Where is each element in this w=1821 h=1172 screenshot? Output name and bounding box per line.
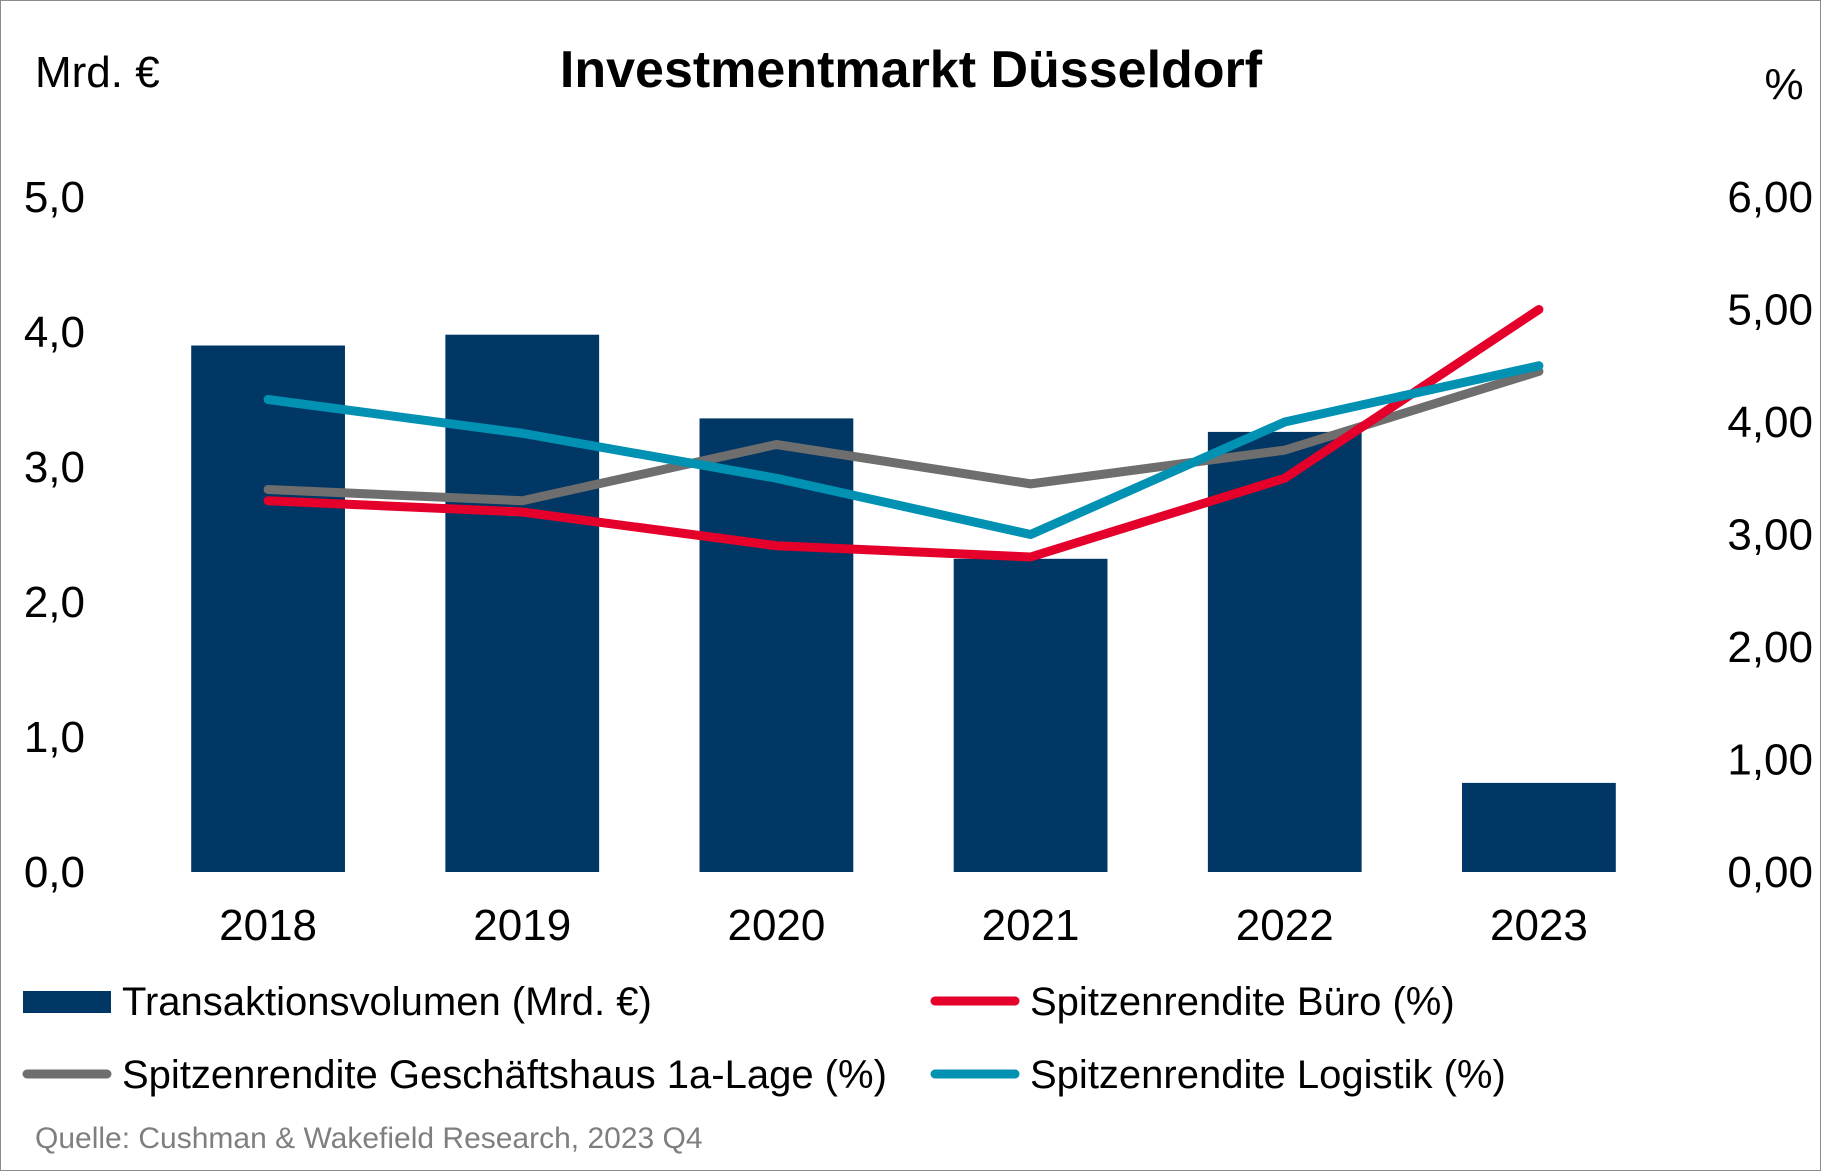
x-tick-label: 2022 [1236, 901, 1334, 950]
left-tick-label: 4,0 [24, 308, 85, 357]
left-tick-label: 1,0 [24, 713, 85, 762]
chart-title: Investmentmarkt Düsseldorf [560, 41, 1263, 99]
right-tick-label: 0,00 [1727, 848, 1813, 897]
bar-2021 [953, 558, 1108, 872]
legend-transaktionsvolumen-label: Transaktionsvolumen (Mrd. €) [122, 980, 652, 1024]
left-tick-label: 5,0 [24, 173, 85, 222]
right-axis-ticks: 0,00 1,00 2,00 3,00 4,00 5,00 6,00 [1727, 173, 1813, 897]
x-tick-label: 2019 [473, 901, 571, 950]
x-tick-label: 2023 [1490, 901, 1588, 950]
right-tick-label: 6,00 [1727, 173, 1813, 222]
x-axis-ticks: 2018 2019 2020 2021 2022 2023 [219, 901, 1588, 950]
left-axis-ticks: 0,0 1,0 2,0 3,0 4,0 5,0 [24, 173, 85, 897]
legend-transaktionsvolumen-swatch [23, 991, 111, 1013]
x-tick-label: 2018 [219, 901, 317, 950]
bar-2018 [191, 345, 345, 872]
legend-spitzenrendite-geschaeftshaus-label: Spitzenrendite Geschäftshaus 1a-Lage (%) [122, 1053, 887, 1097]
bar-series [191, 334, 1616, 872]
line-spitzenrendite-logistik [263, 361, 1544, 539]
line-spitzenrendite-buero [263, 305, 1544, 562]
bar-2019 [445, 334, 600, 872]
left-axis-unit: Mrd. € [35, 48, 160, 97]
right-tick-label: 1,00 [1727, 736, 1813, 785]
bar-2023 [1462, 782, 1616, 872]
x-tick-label: 2020 [727, 901, 825, 950]
line-spitzenrendite-geschaeftshaus [263, 366, 1544, 506]
left-tick-label: 2,0 [24, 578, 85, 627]
legend-spitzenrendite-logistik-label: Spitzenrendite Logistik (%) [1030, 1053, 1506, 1097]
legend: Transaktionsvolumen (Mrd. €) Spitzenrendi… [22, 980, 1506, 1097]
left-tick-label: 0,0 [24, 848, 85, 897]
right-tick-label: 5,00 [1727, 286, 1813, 335]
right-tick-label: 3,00 [1727, 511, 1813, 560]
right-axis-unit: % [1764, 60, 1803, 109]
left-tick-label: 3,0 [24, 443, 85, 492]
source-note: Quelle: Cushman & Wakefield Research, 20… [35, 1122, 703, 1155]
x-tick-label: 2021 [982, 901, 1080, 950]
bar-2022 [1207, 431, 1362, 872]
legend-spitzenrendite-buero-label: Spitzenrendite Büro (%) [1030, 980, 1455, 1024]
right-tick-label: 4,00 [1727, 398, 1813, 447]
line-series [263, 305, 1544, 562]
right-tick-label: 2,00 [1727, 623, 1813, 672]
